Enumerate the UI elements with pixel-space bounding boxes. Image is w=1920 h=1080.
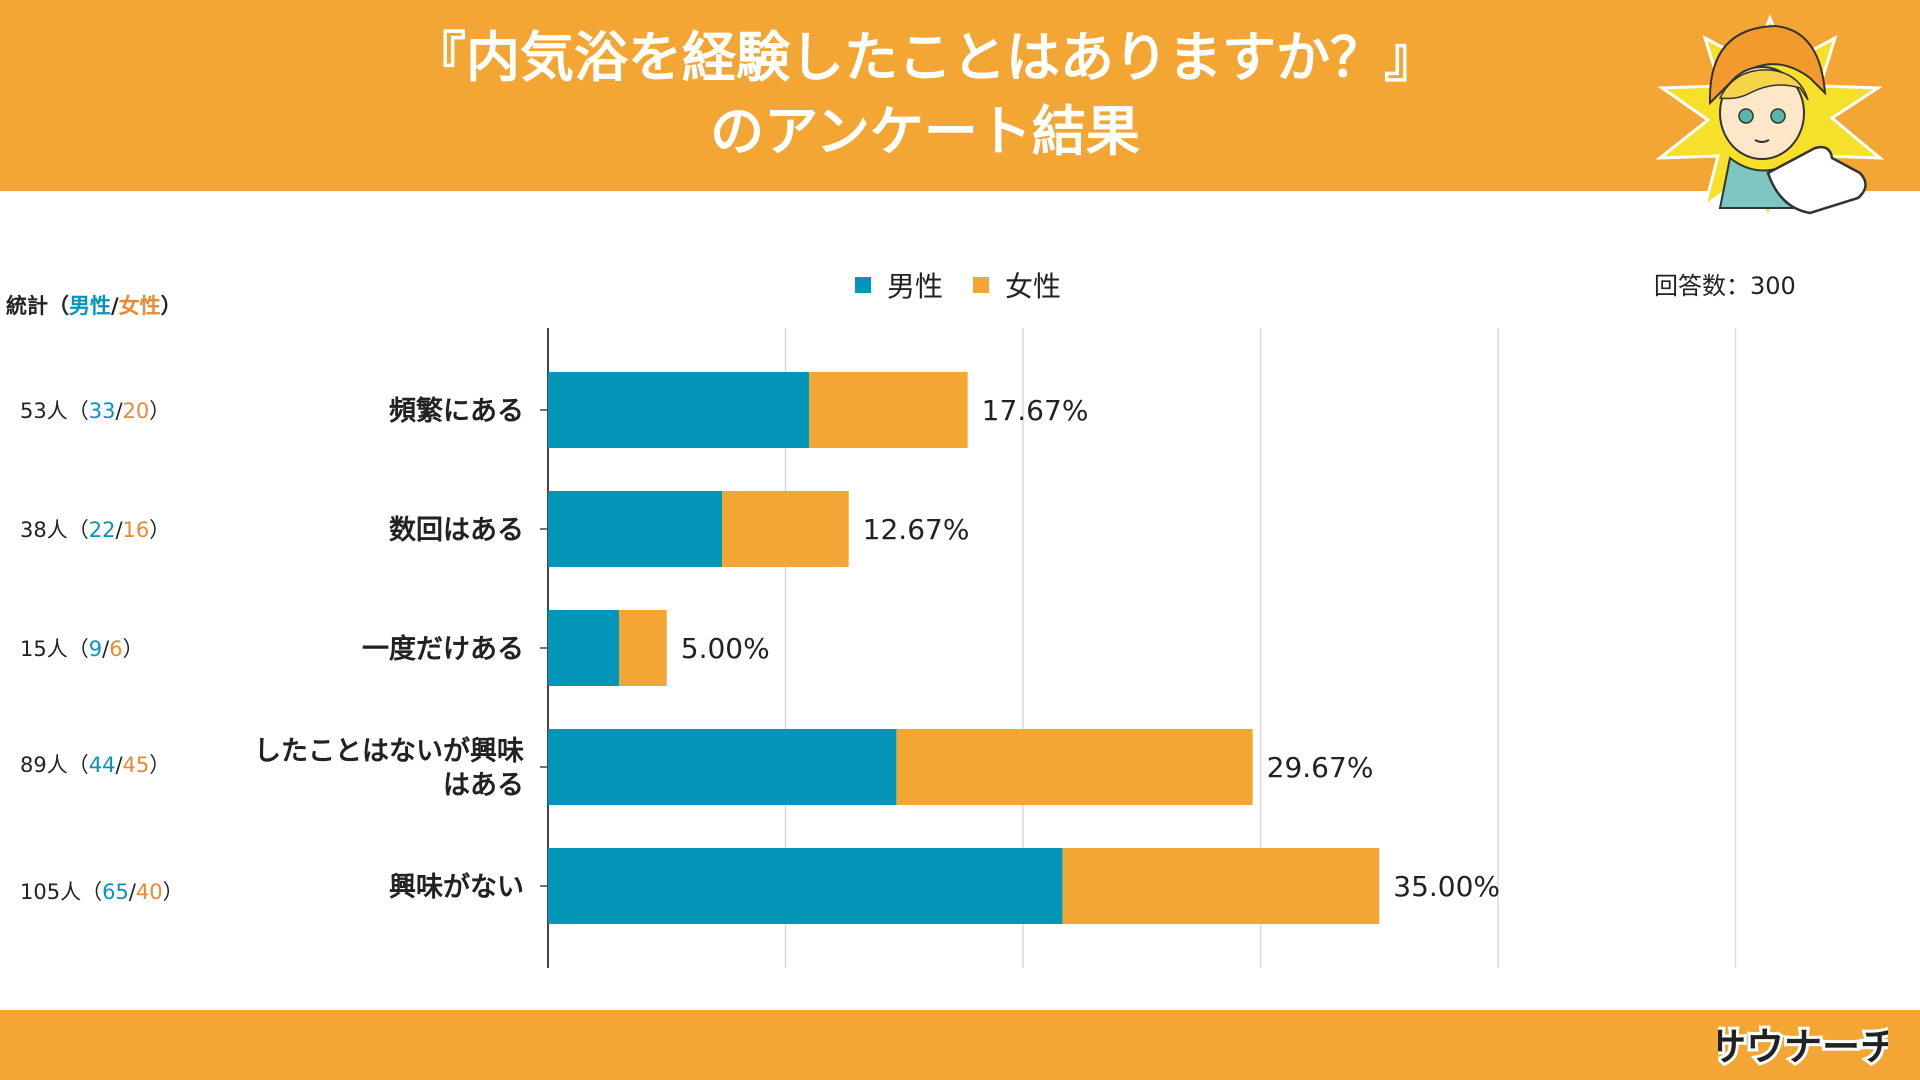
hood-shape [1708,24,1827,106]
legend-swatch-female [973,277,990,293]
bar-male [548,610,620,686]
stat-row: 53人（33/20） [20,399,171,423]
category-label-line: 興味がない [389,871,524,903]
category-label-line: はある [443,770,524,801]
bar-male [548,491,723,567]
bar-value-label: 35.00% [1393,870,1500,903]
site-logo: サウナーチ [1718,1022,1888,1072]
category-label: 数回はある [389,515,524,546]
stat-male-count: 9 [88,637,103,661]
stat-total: 15人 [20,637,68,661]
chart-title-line-1: 『内気浴を経験したことはありますか？』 [412,26,1438,89]
stat-total: 105人 [20,880,82,904]
category-label: したことはないが興味はある [254,735,524,801]
stat-total: 53人 [20,399,68,423]
pointing-hand [1766,145,1867,215]
stats-heading: 統計（男性/女性） [6,290,182,320]
stat-male-count: 33 [88,399,116,423]
stats-heading-male: 男性 [69,294,111,318]
bar-female [1062,848,1380,924]
hair-shape [1718,69,1809,101]
stat-total: 38人 [20,518,68,542]
stat-total: 89人 [20,753,68,777]
category-label-line: したことはないが興味 [254,735,524,767]
bar-female [722,491,849,567]
bar-value-label: 29.67% [1267,751,1374,784]
stat-female-count: 45 [122,753,150,777]
bar-chart: 17.67% 頻繁にある 12.67% 数回はある 5.00% 一度だけある 29.67% し… [254,328,1737,968]
category-label-line: 一度だけある [362,633,524,665]
category-label: 興味がない [389,871,524,903]
footer-banner [0,1010,1920,1080]
stats-heading-slash: / [111,294,119,318]
legend-label-female: 女性 [1005,270,1062,303]
logo-text: サウナーチ [1718,1025,1888,1069]
stats-heading-female: 女性 [118,294,161,318]
stat-row: 38人（22/16） [20,518,171,542]
bar-male [548,848,1063,924]
stat-female-count: 16 [122,518,150,542]
stats-heading-prefix: 統計（ [6,294,69,318]
chart-legend: 男性 女性 [855,267,1061,303]
legend-swatch-male [855,277,871,293]
bar-female [619,610,667,686]
stat-row: 89人（44/45） [20,753,171,777]
stat-row: 105人（65/40） [20,880,184,904]
category-label: 頻繁にある [389,396,524,427]
bar-female [896,729,1253,805]
category-label-line: 頻繁にある [389,396,524,427]
stat-male-count: 65 [102,880,129,904]
stat-female-count: 6 [109,637,123,661]
stat-row: 15人（9/6） [20,637,144,661]
stat-male-count: 44 [88,753,116,777]
bar-male [548,372,810,448]
bar-male [548,729,897,805]
bar-value-label: 17.67% [982,394,1089,427]
bar-female [809,372,968,448]
stats-heading-suffix: ） [160,294,182,318]
bar-value-label: 12.67% [863,513,970,546]
title-banner: 『内気浴を経験したことはありますか？』 のアンケート結果 [0,0,1920,191]
stat-female-count: 20 [122,399,150,423]
chart-title-line-2: のアンケート結果 [710,100,1140,163]
legend-label-male: 男性 [887,270,944,303]
bar-value-label: 5.00% [681,632,770,665]
respondent-count: 回答数：300 [1654,272,1796,300]
category-label-line: 数回はある [389,515,524,546]
stat-male-count: 22 [88,518,116,542]
stat-female-count: 40 [135,880,163,904]
mascot-illustration [1655,13,1885,218]
category-label: 一度だけある [362,633,524,665]
